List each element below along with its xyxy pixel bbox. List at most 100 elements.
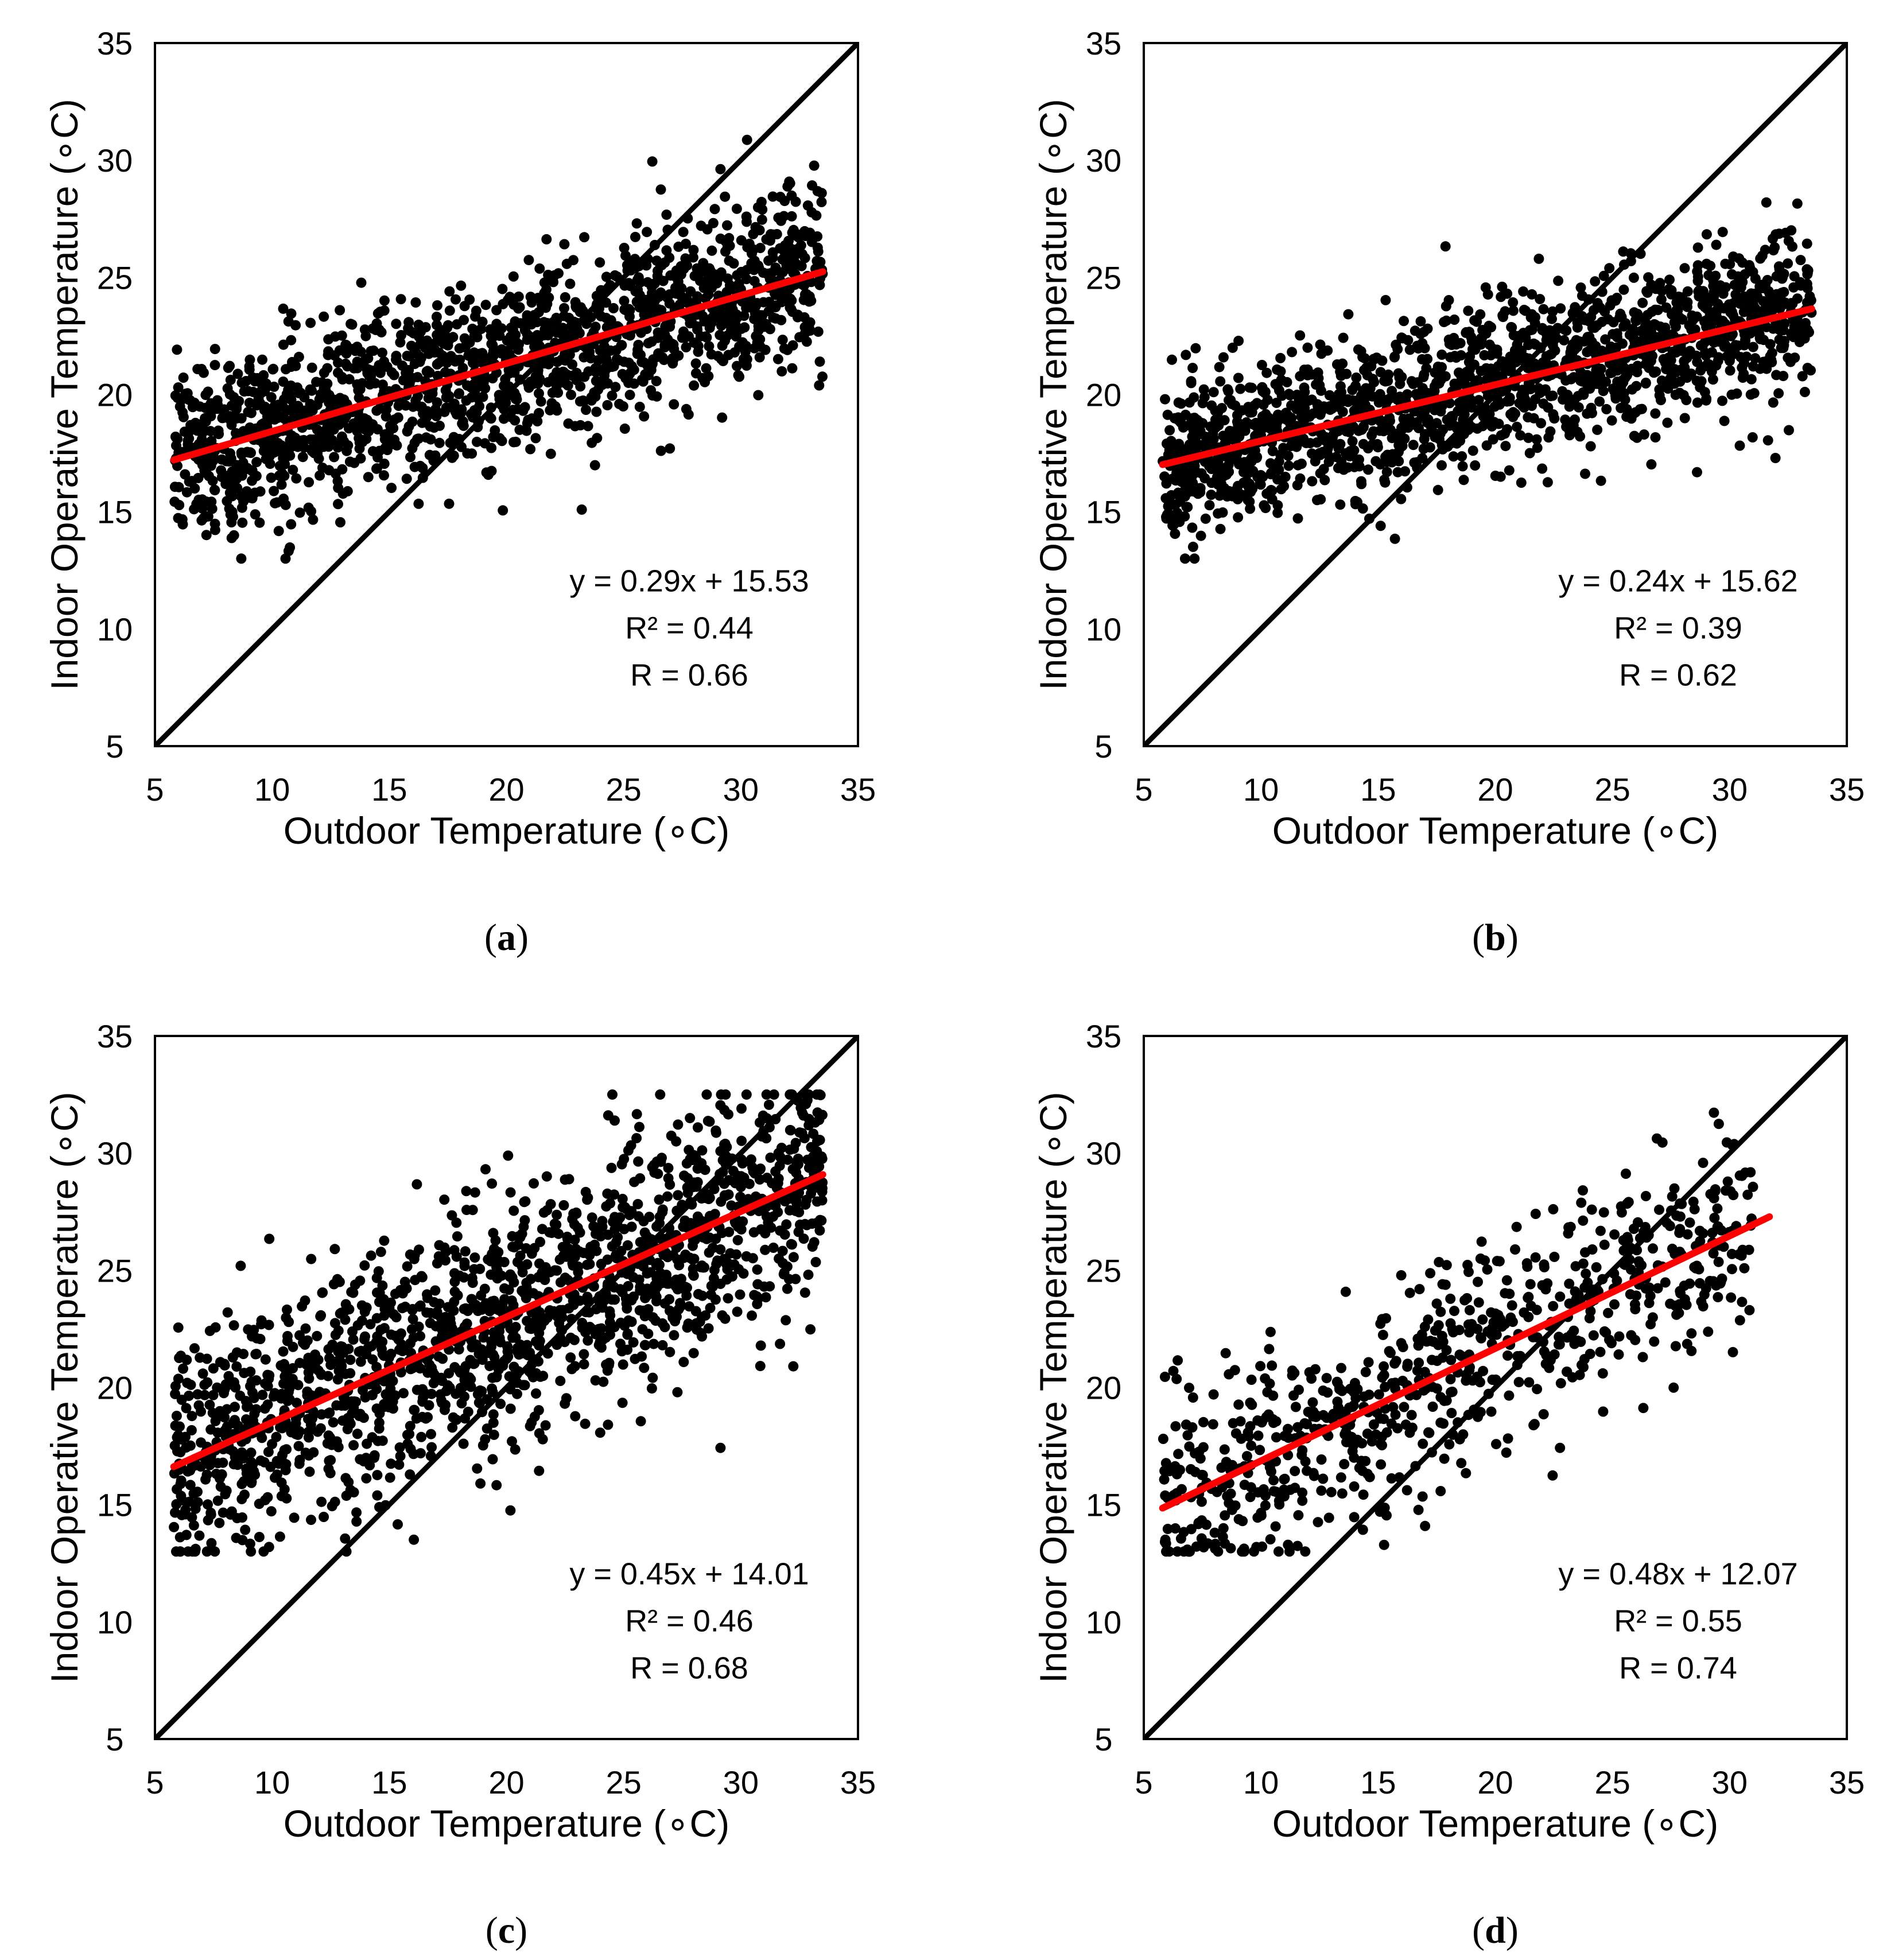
data-point	[1436, 460, 1447, 471]
data-point	[1747, 432, 1758, 443]
data-point	[609, 1189, 620, 1200]
data-point	[793, 232, 804, 243]
data-point	[212, 428, 223, 438]
data-point	[1775, 303, 1785, 314]
data-point	[413, 433, 424, 444]
data-point	[700, 331, 711, 342]
data-point	[700, 1310, 711, 1321]
data-point	[489, 1244, 499, 1254]
data-point	[1598, 270, 1609, 281]
data-point	[417, 1272, 428, 1283]
data-point	[335, 393, 345, 403]
data-point	[332, 1344, 343, 1354]
data-point	[1725, 365, 1735, 376]
data-point	[279, 471, 290, 482]
data-point	[1355, 401, 1366, 412]
data-point	[444, 498, 455, 509]
data-point	[470, 311, 480, 322]
data-point	[475, 1385, 486, 1396]
data-point	[227, 1352, 238, 1363]
data-point	[787, 363, 798, 374]
data-point	[794, 332, 805, 343]
data-point	[1350, 496, 1361, 506]
data-point	[609, 270, 620, 281]
data-point	[314, 470, 325, 481]
data-point	[678, 1357, 689, 1368]
data-point	[1666, 289, 1677, 300]
data-point	[1774, 263, 1785, 274]
data-point	[374, 360, 385, 371]
data-point	[552, 1311, 562, 1322]
scatter-points-a	[169, 134, 828, 564]
data-point	[410, 395, 421, 406]
data-point	[570, 421, 581, 432]
data-point	[234, 465, 245, 476]
data-point	[244, 1538, 255, 1549]
data-point	[1480, 282, 1491, 293]
data-point	[212, 1458, 223, 1469]
data-point	[471, 436, 482, 447]
data-point	[1232, 410, 1243, 421]
data-point	[490, 425, 500, 436]
data-point	[1573, 402, 1584, 413]
data-point	[1754, 333, 1765, 343]
data-point	[258, 1546, 269, 1557]
data-point	[266, 472, 277, 483]
data-point	[552, 1209, 562, 1220]
data-point	[582, 1291, 593, 1302]
data-point	[1774, 228, 1784, 239]
data-point	[1740, 296, 1750, 306]
data-point	[407, 1314, 418, 1325]
data-point	[336, 431, 347, 442]
data-point	[1381, 467, 1392, 478]
data-point	[672, 1254, 683, 1265]
data-point	[1682, 372, 1692, 383]
data-point	[290, 1429, 301, 1439]
data-point	[303, 502, 314, 513]
data-point	[657, 1206, 668, 1217]
data-point	[1700, 315, 1711, 326]
data-point	[1396, 332, 1407, 343]
data-point	[1283, 460, 1294, 471]
data-point	[788, 1252, 799, 1263]
data-point	[777, 1245, 788, 1256]
data-point	[459, 1303, 469, 1314]
data-point	[1235, 383, 1246, 394]
data-point	[790, 1274, 801, 1284]
data-point	[386, 367, 397, 378]
data-point	[654, 292, 665, 302]
data-point	[1605, 300, 1616, 311]
data-point	[635, 350, 646, 360]
data-point	[716, 1196, 727, 1207]
data-point	[1776, 321, 1787, 332]
regression-annotation-r-squared: R² = 0.44	[625, 611, 754, 646]
data-point	[415, 1331, 426, 1342]
data-point	[1375, 521, 1386, 531]
data-point	[510, 1322, 521, 1333]
data-point	[404, 351, 415, 362]
data-point	[1248, 465, 1259, 476]
data-point	[1436, 401, 1447, 412]
data-point	[624, 390, 635, 401]
scatter-points-c	[169, 1089, 828, 1557]
regression-line	[1159, 305, 1815, 468]
data-point	[1604, 263, 1615, 274]
x-tick-label: 30	[723, 771, 759, 808]
data-point	[1799, 333, 1810, 344]
data-point	[1356, 479, 1367, 490]
data-point	[1779, 287, 1789, 297]
data-point	[665, 270, 676, 281]
data-point	[323, 1408, 333, 1419]
data-point	[735, 1289, 746, 1300]
data-point	[344, 456, 355, 467]
data-point	[1603, 314, 1614, 325]
data-point	[1342, 394, 1353, 405]
data-point	[1252, 398, 1263, 409]
data-point	[776, 1143, 787, 1153]
x-tick-label: 15	[371, 771, 407, 808]
data-point	[504, 349, 515, 359]
data-point	[1702, 304, 1713, 315]
data-point	[460, 1246, 471, 1257]
data-point	[204, 1460, 215, 1470]
data-point	[649, 1338, 659, 1349]
